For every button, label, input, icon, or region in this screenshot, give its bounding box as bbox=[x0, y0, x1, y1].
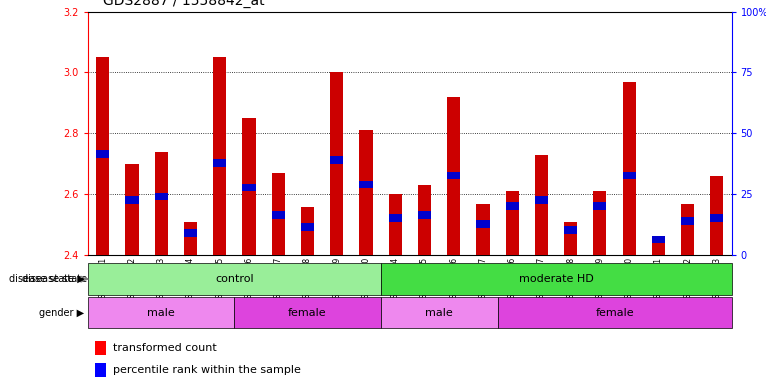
Bar bbox=[535, 155, 548, 255]
Bar bbox=[381, 297, 498, 328]
Bar bbox=[94, 363, 106, 377]
Bar bbox=[381, 263, 732, 295]
Bar bbox=[301, 223, 314, 231]
Bar bbox=[623, 172, 636, 179]
Bar bbox=[330, 73, 343, 255]
Bar bbox=[564, 227, 578, 234]
Bar bbox=[155, 193, 168, 200]
Bar bbox=[623, 82, 636, 255]
Bar bbox=[330, 156, 343, 164]
Bar bbox=[88, 297, 234, 328]
Bar bbox=[126, 196, 139, 204]
Text: moderate HD: moderate HD bbox=[519, 274, 594, 284]
Bar bbox=[97, 150, 110, 158]
Bar bbox=[213, 159, 226, 167]
Bar bbox=[126, 164, 139, 255]
Bar bbox=[710, 176, 723, 255]
Bar bbox=[418, 211, 431, 219]
Bar bbox=[506, 191, 519, 255]
Bar bbox=[88, 263, 381, 295]
Text: gender ▶: gender ▶ bbox=[39, 308, 84, 318]
Bar bbox=[564, 222, 578, 255]
Bar bbox=[213, 57, 226, 255]
Bar bbox=[447, 97, 460, 255]
Bar bbox=[301, 207, 314, 255]
Text: male: male bbox=[425, 308, 453, 318]
Text: disease state ▶: disease state ▶ bbox=[8, 274, 84, 284]
Bar bbox=[184, 222, 197, 255]
Bar bbox=[184, 230, 197, 237]
Text: percentile rank within the sample: percentile rank within the sample bbox=[113, 365, 300, 375]
Text: male: male bbox=[147, 308, 175, 318]
Bar bbox=[506, 202, 519, 210]
Text: transformed count: transformed count bbox=[113, 343, 216, 353]
Bar bbox=[681, 204, 694, 255]
Text: disease state: disease state bbox=[22, 274, 87, 284]
Bar bbox=[710, 214, 723, 222]
Bar bbox=[476, 204, 489, 255]
Bar bbox=[242, 118, 256, 255]
Bar bbox=[447, 172, 460, 179]
Text: female: female bbox=[595, 308, 633, 318]
Bar bbox=[359, 131, 372, 255]
Bar bbox=[418, 185, 431, 255]
Bar bbox=[388, 214, 401, 222]
Bar bbox=[681, 217, 694, 225]
Bar bbox=[234, 297, 381, 328]
Bar bbox=[594, 202, 607, 210]
Bar bbox=[652, 240, 665, 255]
Bar bbox=[97, 57, 110, 255]
Bar bbox=[388, 194, 401, 255]
Text: GDS2887 / 1558842_at: GDS2887 / 1558842_at bbox=[103, 0, 265, 8]
Text: female: female bbox=[288, 308, 327, 318]
Bar bbox=[272, 173, 285, 255]
Bar bbox=[94, 341, 106, 354]
Bar bbox=[476, 220, 489, 228]
Bar bbox=[652, 235, 665, 243]
Text: control: control bbox=[215, 274, 254, 284]
Bar bbox=[272, 211, 285, 219]
Bar bbox=[359, 181, 372, 188]
Bar bbox=[535, 196, 548, 204]
Bar bbox=[594, 191, 607, 255]
Bar bbox=[242, 184, 256, 191]
Bar bbox=[155, 152, 168, 255]
Bar bbox=[498, 297, 732, 328]
